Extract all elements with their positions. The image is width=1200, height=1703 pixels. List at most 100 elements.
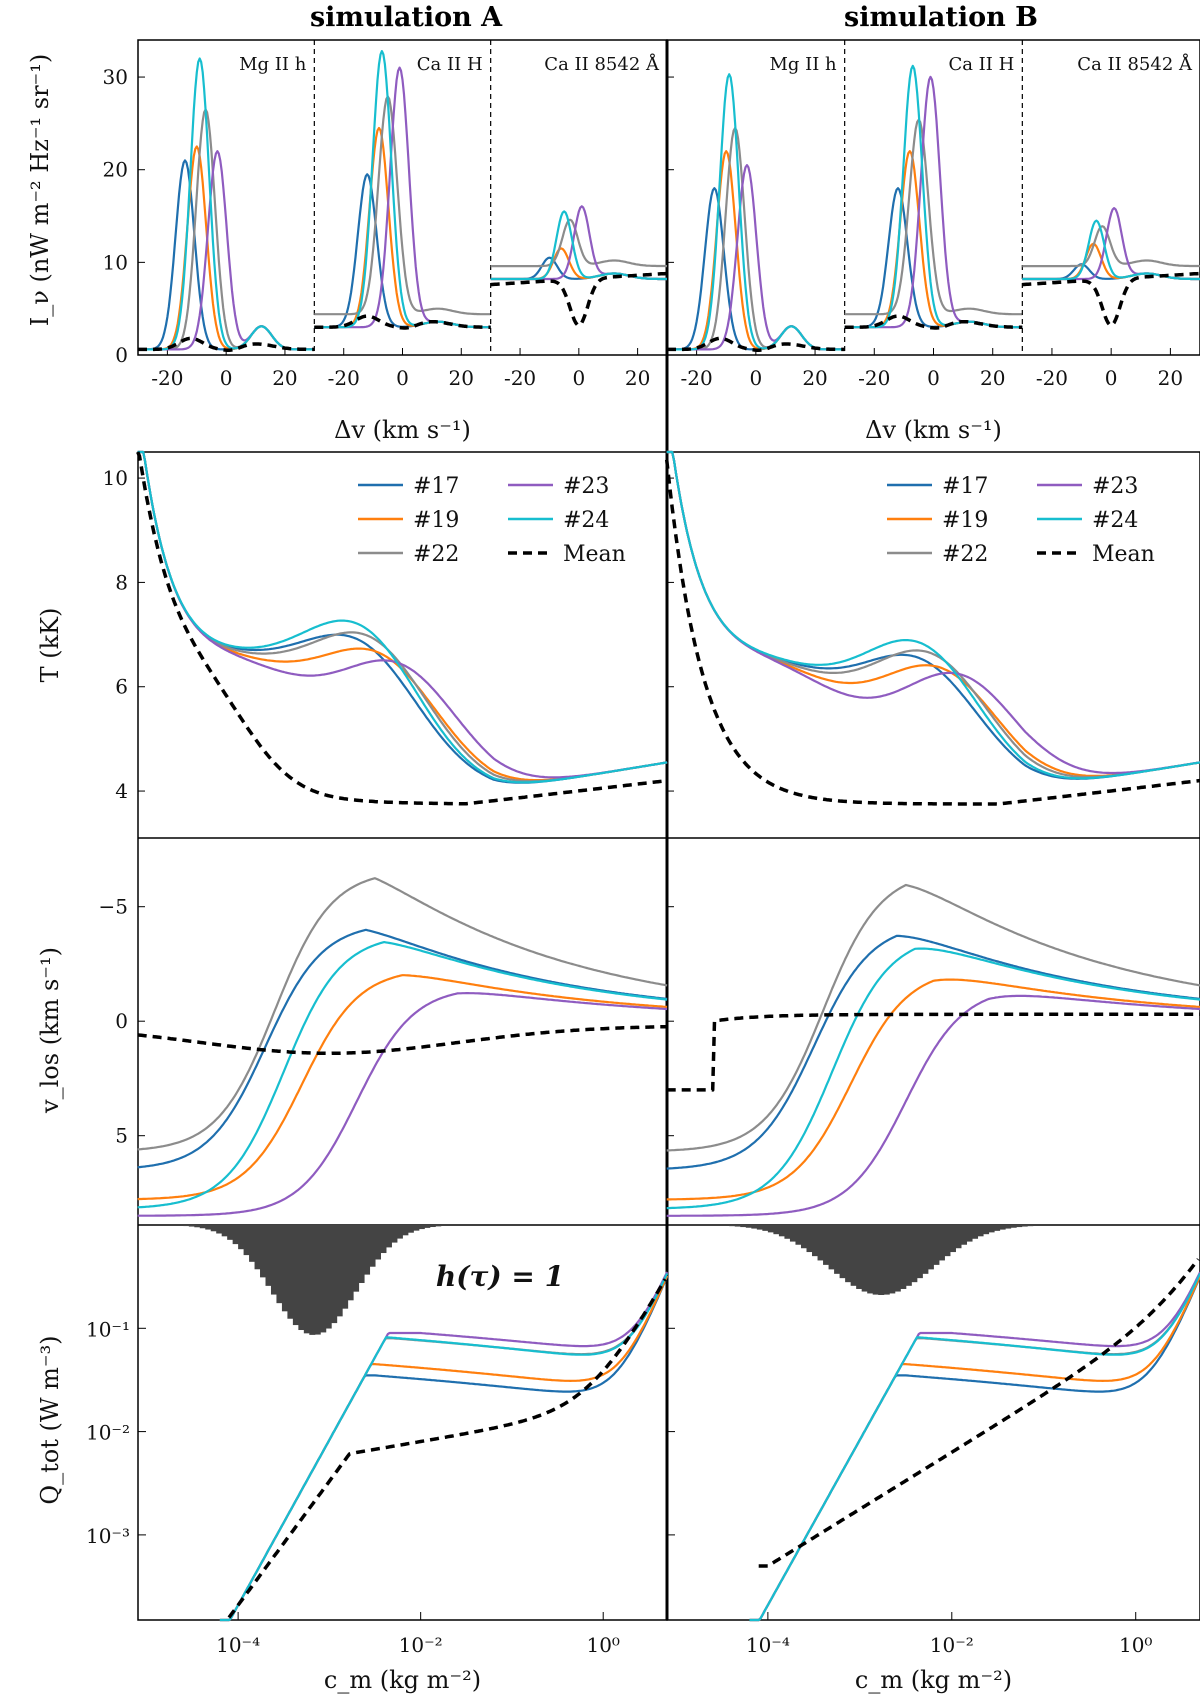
histogram-bar <box>789 1225 796 1242</box>
x-tick-label: 0 <box>220 366 233 390</box>
histogram-bar <box>927 1225 934 1270</box>
y-tick-label: 5 <box>115 1124 128 1148</box>
histogram-bar <box>729 1225 736 1227</box>
x-tick-label: 0 <box>749 366 762 390</box>
y-tick-label: 0 <box>115 343 128 367</box>
intensity-line-Mean <box>137 336 315 352</box>
intensity-line-#23 <box>138 150 315 351</box>
temperature-line-#22 <box>666 450 1200 779</box>
histogram-bar <box>194 1225 201 1228</box>
header-simulation-a: simulation A <box>310 2 503 33</box>
histogram-bar <box>960 1225 968 1245</box>
x-tick-label: 10⁰ <box>586 1633 619 1657</box>
x-tick-label: 0 <box>1105 366 1118 390</box>
temperature-line-#22 <box>137 450 668 783</box>
x-tick-label: 0 <box>927 366 940 390</box>
histogram-bar <box>823 1225 830 1265</box>
histogram-bar <box>856 1225 863 1289</box>
temperature-line-Mean <box>136 451 668 806</box>
heating-line-Mean <box>758 1258 1200 1568</box>
subpanel-label: Ca II 8542 Å <box>1077 53 1193 75</box>
histogram-bar <box>938 1225 945 1261</box>
histogram-bar <box>429 1225 436 1228</box>
velocity-line-Mean <box>666 1012 1200 1092</box>
temperature-line-#17 <box>137 450 668 784</box>
histogram-bar <box>336 1225 343 1317</box>
histogram-bar <box>740 1225 747 1228</box>
y-axis-label: T (kK) <box>36 608 64 683</box>
histogram-bar <box>983 1225 990 1235</box>
histogram-bar <box>994 1225 1001 1231</box>
heating-line-#23 <box>749 1271 1200 1622</box>
histogram-bar <box>867 1225 874 1294</box>
histogram-bar <box>872 1225 879 1295</box>
y-axis-label: Q_tot (W m⁻³) <box>36 1335 64 1504</box>
velocity-line-#23 <box>666 994 1200 1217</box>
histogram-bar <box>210 1225 217 1232</box>
intensity-line-#19 <box>1022 242 1200 281</box>
histogram-bar <box>1005 1225 1012 1229</box>
histogram-bar <box>916 1225 923 1279</box>
temperature-line-#19 <box>137 450 668 782</box>
temperature-line-#19 <box>666 450 1200 777</box>
x-tick-label: -20 <box>1036 366 1068 390</box>
heating-line-#24 <box>749 1272 1200 1622</box>
histogram-bar <box>734 1225 741 1227</box>
histogram-bar <box>260 1225 266 1278</box>
histogram-bar <box>380 1225 387 1254</box>
histogram-bar <box>265 1225 272 1286</box>
histogram-bar <box>243 1225 250 1256</box>
y-tick-label: 6 <box>115 675 128 699</box>
histogram-bar <box>314 1225 321 1335</box>
histogram-bar <box>424 1225 431 1228</box>
annotation-label: h(τ) = 1 <box>436 1260 564 1293</box>
histogram-bar <box>249 1225 256 1262</box>
histogram-bar <box>894 1225 901 1292</box>
x-tick-label: 0 <box>572 366 585 390</box>
legend-label: #23 <box>1092 474 1138 499</box>
x-tick-label: 10⁻² <box>930 1633 974 1657</box>
histogram-bar <box>845 1225 852 1283</box>
histogram-bar <box>745 1225 752 1228</box>
x-tick-label: -20 <box>151 366 183 390</box>
temperature-line-#24 <box>666 450 1200 780</box>
histogram-bar <box>905 1225 912 1286</box>
y-tick-label: 10⁻² <box>86 1421 130 1445</box>
histogram-bar <box>292 1225 299 1326</box>
x-tick-label: 20 <box>625 366 650 390</box>
legend-label: #17 <box>413 474 459 499</box>
velocity-line-#17 <box>666 934 1200 1170</box>
histogram-bar <box>756 1225 763 1230</box>
heating-line-#19 <box>749 1275 1200 1622</box>
histogram-bar <box>227 1225 234 1240</box>
histogram-bar <box>883 1225 890 1295</box>
histogram-bar <box>795 1225 802 1245</box>
y-axis-label: I_ν (nW m⁻² Hz⁻¹ sr⁻¹) <box>26 54 54 326</box>
histogram-bar <box>364 1225 371 1275</box>
velocity-line-#24 <box>137 941 668 1209</box>
intensity-line-#23 <box>667 164 845 351</box>
histogram-bar <box>375 1225 382 1260</box>
velocity-line-#19 <box>137 974 668 1201</box>
histogram-bar <box>205 1225 212 1230</box>
legend-label: Mean <box>1092 542 1155 567</box>
legend-label: #19 <box>942 508 988 533</box>
temperature-line-#24 <box>137 450 668 784</box>
x-tick-label: -20 <box>858 366 890 390</box>
x-tick-label: -20 <box>681 366 713 390</box>
x-tick-label: 10⁻⁴ <box>216 1633 260 1657</box>
histogram-bar <box>806 1225 813 1253</box>
histogram-bar <box>221 1225 228 1237</box>
histogram-bar <box>778 1225 785 1237</box>
y-tick-label: 10 <box>103 250 128 274</box>
histogram-bar <box>878 1225 885 1295</box>
x-axis-label: c_m (kg m⁻²) <box>324 1666 481 1694</box>
histogram-bar <box>949 1225 956 1253</box>
histogram-bar <box>391 1225 398 1243</box>
intensity-line-#22 <box>844 118 1023 316</box>
histogram-bar <box>309 1225 316 1335</box>
histogram-bar <box>418 1225 425 1230</box>
histogram-bar <box>900 1225 907 1289</box>
x-tick-label: 20 <box>980 366 1005 390</box>
y-tick-label: 30 <box>103 65 128 89</box>
